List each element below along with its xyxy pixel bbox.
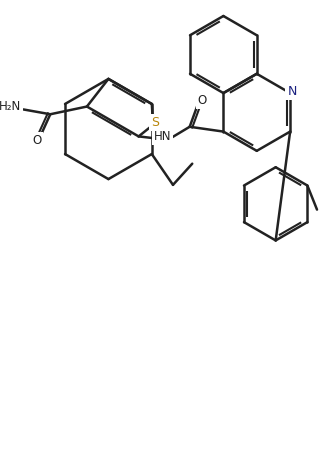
- Text: O: O: [32, 134, 41, 147]
- Text: HN: HN: [154, 130, 171, 143]
- Text: O: O: [198, 94, 207, 107]
- Text: N: N: [287, 85, 297, 98]
- Text: S: S: [151, 117, 159, 129]
- Text: H₂N: H₂N: [0, 100, 21, 113]
